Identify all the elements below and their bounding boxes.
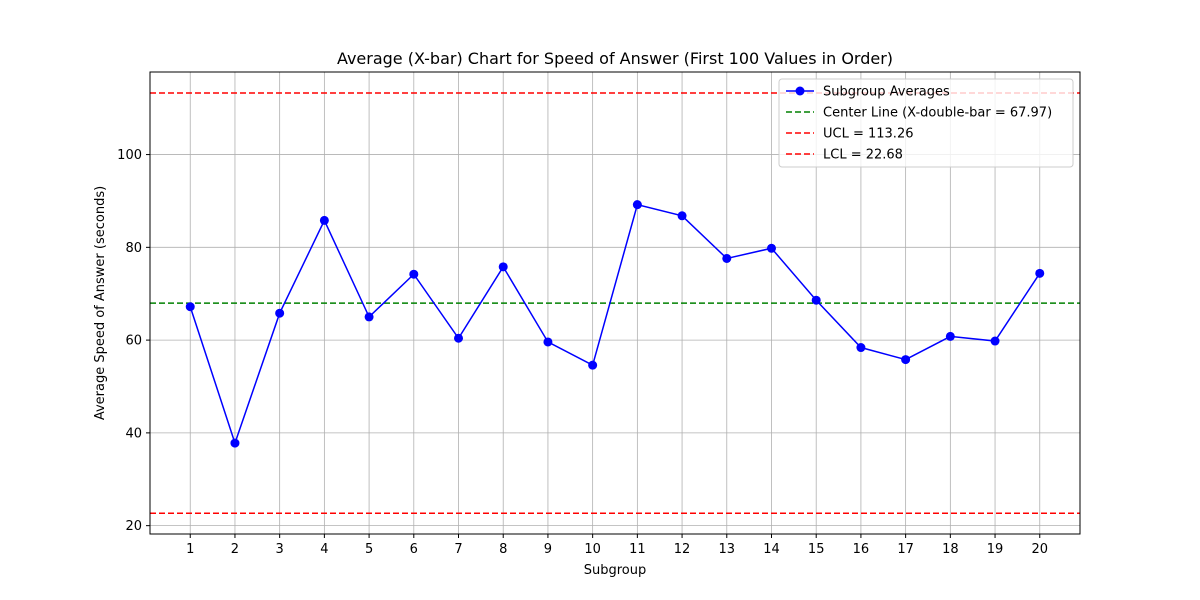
data-point [632,200,642,210]
x-tick-label: 7 [454,542,462,557]
legend-entry-label: UCL = 113.26 [823,127,913,142]
x-tick-label: 19 [987,542,1004,557]
x-tick-label: 20 [1031,542,1048,557]
x-axis-label: Subgroup [584,563,647,578]
data-point [543,337,553,347]
x-tick-label: 17 [897,542,914,557]
x-tick-label: 14 [763,542,780,557]
x-tick-label: 6 [410,542,418,557]
series-line-subgroup-averages [189,203,1041,446]
data-point [1035,268,1045,278]
legend-box [778,78,1074,168]
data-point [677,211,687,221]
data-point [185,302,195,312]
data-point [945,331,955,341]
x-tick-label: 3 [276,542,284,557]
y-axis-ticks: 20 40 60 80 100 [117,148,150,534]
legend: Subgroup Averages Center Line (X-double-b… [778,78,1074,168]
data-points [185,200,1045,448]
chart-title: Average (X-bar) Chart for Speed of Answe… [337,49,893,68]
legend-marker [795,86,805,96]
x-tick-label: 16 [853,542,870,557]
data-point [811,295,821,305]
data-point [230,438,240,448]
data-point [319,215,329,225]
legend-entry-label: LCL = 22.68 [823,148,903,163]
x-tick-label: 13 [719,542,736,557]
y-tick-label: 60 [125,334,142,349]
data-point [364,312,374,322]
x-tick-label: 4 [320,542,328,557]
data-point [454,333,464,343]
x-tick-label: 2 [231,542,239,557]
x-tick-label: 5 [365,542,373,557]
data-point [409,269,419,279]
legend-entry-label: Center Line (X-double-bar = 67.97) [823,106,1052,121]
y-tick-label: 40 [125,426,142,441]
y-tick-label: 20 [125,519,142,534]
x-tick-label: 18 [942,542,959,557]
data-point [901,355,911,365]
data-point [856,343,866,353]
x-tick-label: 12 [674,542,691,557]
x-tick-label: 1 [186,542,194,557]
x-tick-label: 11 [629,542,646,557]
data-point [722,253,732,263]
plot-frame [149,71,1081,535]
legend-entry-label: Subgroup Averages [823,85,950,100]
x-tick-label: 8 [499,542,507,557]
x-tick-label: 10 [584,542,601,557]
y-tick-label: 80 [125,241,142,256]
data-point [275,308,285,318]
y-tick-label: 100 [117,148,142,163]
data-point [588,360,598,370]
series-lines [189,203,1041,446]
x-tick-label: 15 [808,542,825,557]
x-axis-ticks: 1 2 3 4 5 6 7 8 9 10 11 12 13 14 15 16 17 18 19 20 [186,534,1048,557]
data-point [766,243,776,253]
y-axis-label: Average Speed of Answer (seconds) [93,186,108,420]
x-tick-label: 9 [544,542,552,557]
data-point [990,336,1000,346]
data-point [498,262,508,272]
